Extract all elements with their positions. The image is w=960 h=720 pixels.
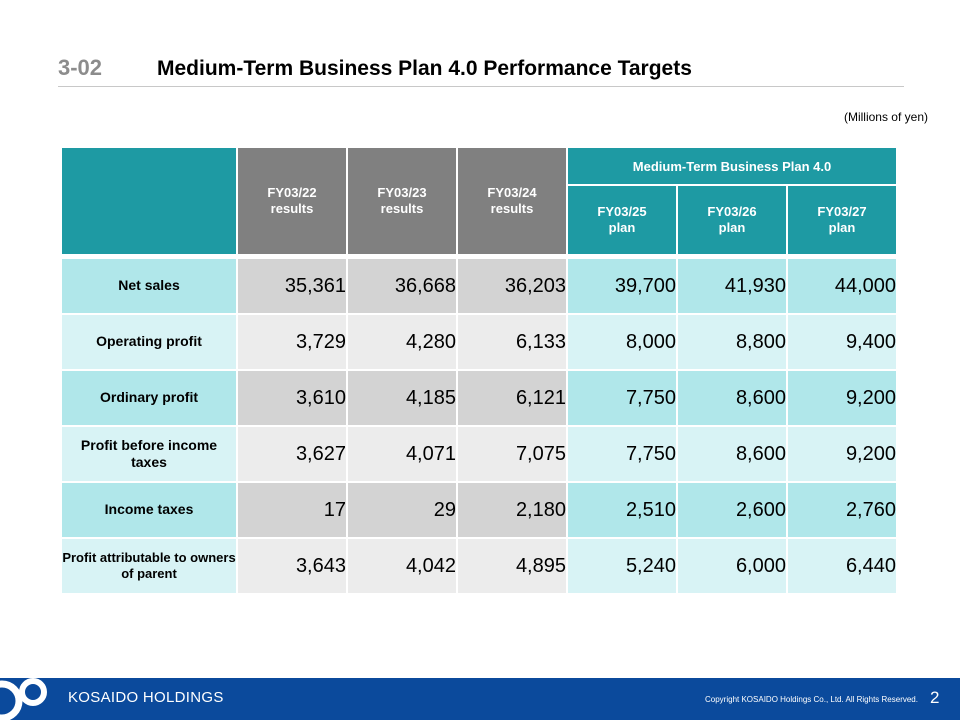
table-cell: 4,280: [348, 315, 456, 369]
plan-group-header: Medium-Term Business Plan 4.0: [568, 148, 896, 184]
table-cell: 44,000: [788, 256, 896, 313]
row-label: Ordinary profit: [62, 371, 236, 425]
column-header-fy03-22: FY03/22 results: [238, 148, 346, 254]
table-cell: 9,400: [788, 315, 896, 369]
table-cell: 7,750: [568, 427, 676, 481]
column-header-year: FY03/27: [817, 204, 867, 220]
column-header-fy03-25: FY03/25 plan: [568, 186, 676, 254]
column-header-type: results: [380, 201, 424, 216]
table-cell: 3,610: [238, 371, 346, 425]
table-cell: 6,133: [458, 315, 566, 369]
copyright-notice: Copyright KOSAIDO Holdings Co., Ltd. All…: [705, 695, 918, 704]
table-cell: 2,600: [678, 483, 786, 537]
table-cell: 4,895: [458, 539, 566, 593]
table-cell: 2,180: [458, 483, 566, 537]
column-header-fy03-24: FY03/24 results: [458, 148, 566, 254]
column-header-type: plan: [718, 220, 746, 235]
table-cell: 36,203: [458, 256, 566, 313]
column-header-fy03-27: FY03/27 plan: [788, 186, 896, 254]
column-header-type: results: [490, 201, 534, 216]
column-header-fy03-26: FY03/26 plan: [678, 186, 786, 254]
table-row-profit-before-income-taxes: Profit before income taxes 3,627 4,071 7…: [62, 427, 896, 481]
table-cell: 41,930: [678, 256, 786, 313]
table-row-net-sales: Net sales 35,361 36,668 36,203 39,700 41…: [62, 256, 896, 313]
table-cell: 3,643: [238, 539, 346, 593]
column-header-type: plan: [608, 220, 636, 235]
title-divider: [58, 86, 904, 87]
table-cell: 8,000: [568, 315, 676, 369]
table-cell: 2,760: [788, 483, 896, 537]
table-cell: 39,700: [568, 256, 676, 313]
row-label: Net sales: [62, 256, 236, 313]
table-cell: 5,240: [568, 539, 676, 593]
column-header-year: FY03/26: [707, 204, 757, 220]
table-cell: 7,750: [568, 371, 676, 425]
row-label: Income taxes: [62, 483, 236, 537]
column-header-type: plan: [828, 220, 856, 235]
table-cell: 4,071: [348, 427, 456, 481]
column-header-fy03-23: FY03/23 results: [348, 148, 456, 254]
slide-number: 3-02: [58, 55, 103, 80]
table-cell: 3,627: [238, 427, 346, 481]
company-name: KOSAIDO HOLDINGS: [68, 689, 224, 706]
table-cell: 4,185: [348, 371, 456, 425]
table-subheader-row: FY03/25 plan FY03/26 plan FY03/27 plan: [62, 186, 896, 254]
table-cell: 6,440: [788, 539, 896, 593]
footer-bar: KOSAIDO HOLDINGS Copyright KOSAIDO Holdi…: [0, 678, 960, 720]
unit-note: (Millions of yen): [843, 110, 928, 124]
page-title: Medium-Term Business Plan 4.0 Performanc…: [157, 57, 692, 80]
column-header-year: FY03/25: [597, 204, 647, 220]
row-label: Profit before income taxes: [62, 427, 236, 481]
table-cell: 17: [238, 483, 346, 537]
table-cell: 9,200: [788, 427, 896, 481]
table-cell: 29: [348, 483, 456, 537]
column-header-year: FY03/23: [377, 185, 427, 201]
column-header-year: FY03/24: [487, 185, 537, 201]
table-cell: 4,042: [348, 539, 456, 593]
table-cell: 36,668: [348, 256, 456, 313]
performance-table: FY03/22 results FY03/23 results FY03/24 …: [60, 146, 898, 595]
table-cell: 8,600: [678, 427, 786, 481]
kosaido-logo-icon: [0, 678, 60, 720]
page-number: 2: [930, 688, 940, 707]
table-row-operating-profit: Operating profit 3,729 4,280 6,133 8,000…: [62, 315, 896, 369]
column-header-type: results: [270, 201, 314, 216]
column-header-year: FY03/22: [267, 185, 317, 201]
table-cell: 9,200: [788, 371, 896, 425]
table-cell: 2,510: [568, 483, 676, 537]
table-row-income-taxes: Income taxes 17 29 2,180 2,510 2,600 2,7…: [62, 483, 896, 537]
row-label: Profit attributable to owners of parent: [62, 539, 236, 593]
table-header-row: FY03/22 results FY03/23 results FY03/24 …: [62, 148, 896, 254]
table-cell: 6,121: [458, 371, 566, 425]
table-row-profit-attributable: Profit attributable to owners of parent …: [62, 539, 896, 593]
table-corner-cell: [62, 148, 236, 254]
table-row-ordinary-profit: Ordinary profit 3,610 4,185 6,121 7,750 …: [62, 371, 896, 425]
table-cell: 8,800: [678, 315, 786, 369]
row-label: Operating profit: [62, 315, 236, 369]
table-cell: 6,000: [678, 539, 786, 593]
table-cell: 3,729: [238, 315, 346, 369]
table-cell: 8,600: [678, 371, 786, 425]
table-cell: 35,361: [238, 256, 346, 313]
table-cell: 7,075: [458, 427, 566, 481]
